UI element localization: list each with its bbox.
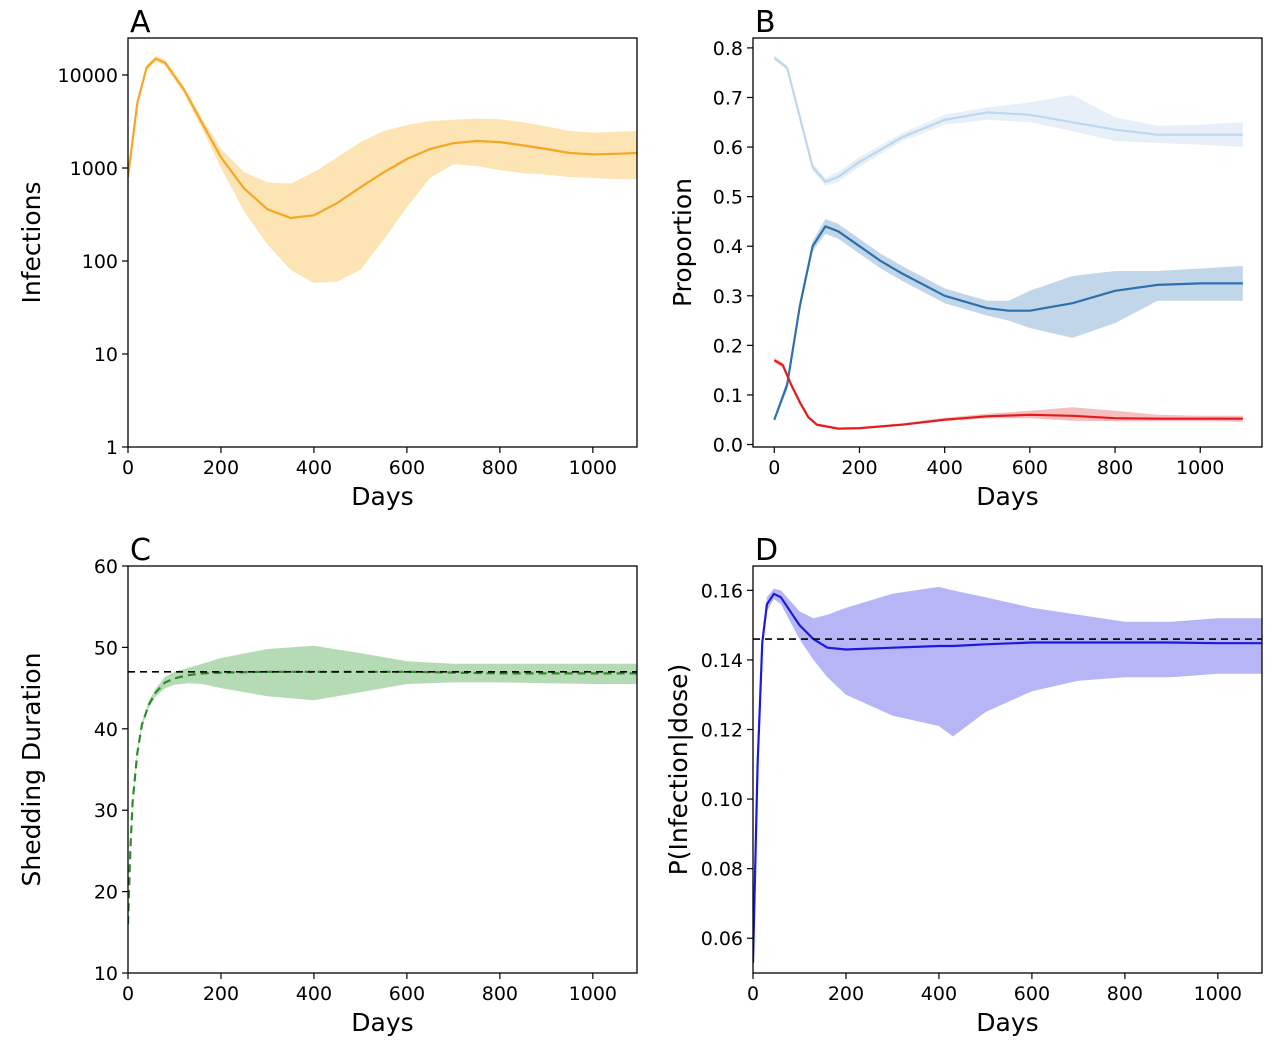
y-tick-label: 0.3 bbox=[713, 286, 743, 308]
x-tick-label: 400 bbox=[927, 457, 963, 479]
y-tick-label: 0.7 bbox=[713, 87, 743, 109]
plot-frame bbox=[127, 565, 638, 974]
y-axis-label: Proportion bbox=[668, 178, 697, 307]
y-tick-label: 0.08 bbox=[701, 859, 743, 881]
series-1-line bbox=[753, 592, 1262, 963]
x-tick-label: 200 bbox=[828, 983, 864, 1005]
y-tick-label: 0.1 bbox=[713, 385, 743, 407]
x-tick-label: 0 bbox=[747, 983, 759, 1005]
panel-letter: A bbox=[130, 5, 151, 40]
y-tick-label: 10 bbox=[94, 344, 118, 366]
y-tick-label: 0.8 bbox=[713, 38, 743, 60]
series-1-band bbox=[128, 56, 637, 283]
y-axis-label: Shedding Duration bbox=[17, 652, 46, 886]
x-tick-label: 600 bbox=[1014, 983, 1050, 1005]
y-tick-label: 1000 bbox=[70, 158, 118, 180]
x-tick-label: 600 bbox=[1012, 457, 1048, 479]
x-tick-label: 200 bbox=[203, 457, 239, 479]
x-tick-label: 800 bbox=[1097, 457, 1133, 479]
plot-frame bbox=[127, 37, 638, 448]
panel-d: 0 200 400 600 800 1000 0.06 0.08 0.10 0.12 0.14 0.1… bbox=[664, 533, 1263, 1037]
y-tick-label: 10 bbox=[94, 963, 118, 985]
x-tick-label: 0 bbox=[122, 983, 134, 1005]
panel-letter: D bbox=[755, 533, 778, 568]
y-tick-label: 100 bbox=[82, 251, 118, 273]
x-tick-label: 600 bbox=[389, 983, 425, 1005]
plot-frame bbox=[752, 565, 1263, 974]
x-tick-label: 800 bbox=[482, 457, 518, 479]
panel-c: 0 200 400 600 800 1000 10 20 30 40 50 60 Days Sheddin… bbox=[17, 533, 638, 1037]
y-tick-label: 0.06 bbox=[701, 928, 743, 950]
y-tick-label: 0.14 bbox=[701, 650, 743, 672]
series-1-line bbox=[128, 57, 637, 220]
series-2-band bbox=[774, 219, 1243, 423]
x-tick-label: 1000 bbox=[1176, 457, 1224, 479]
series-1-line bbox=[773, 56, 1243, 183]
x-tick-label: 1000 bbox=[1194, 983, 1242, 1005]
panel-b: 0 200 400 600 800 1000 0.0 0.1 0.2 0.3 0.4 0.5 0.6 0.… bbox=[668, 5, 1263, 511]
y-tick-label: 0.2 bbox=[713, 335, 743, 357]
x-tick-label: 400 bbox=[921, 983, 957, 1005]
x-axis-label: Days bbox=[351, 482, 413, 511]
plot-frame bbox=[752, 37, 1263, 448]
y-tick-label: 0.0 bbox=[713, 435, 743, 457]
x-tick-label: 600 bbox=[389, 457, 425, 479]
plot-area bbox=[128, 645, 637, 926]
x-axis-label: Days bbox=[351, 1008, 413, 1037]
y-tick-label: 20 bbox=[94, 882, 118, 904]
x-tick-label: 800 bbox=[482, 983, 518, 1005]
x-tick-label: 400 bbox=[296, 457, 332, 479]
y-axis-label: P(Infection|dose) bbox=[664, 664, 693, 876]
y-tick-label: 30 bbox=[94, 800, 118, 822]
y-tick-label: 40 bbox=[94, 719, 118, 741]
x-tick-label: 200 bbox=[841, 457, 877, 479]
panel-letter: B bbox=[755, 5, 776, 40]
y-tick-label: 10000 bbox=[58, 65, 118, 87]
x-tick-label: 0 bbox=[122, 457, 134, 479]
panel-letter: C bbox=[130, 533, 151, 568]
y-tick-label: 60 bbox=[94, 556, 118, 578]
plot-area bbox=[773, 55, 1243, 430]
y-tick-label: 0.5 bbox=[713, 187, 743, 209]
plot-area bbox=[753, 586, 1262, 966]
panel-a: 0 200 400 600 800 1000 1 10 100 1000 10000 Days Infe… bbox=[17, 5, 638, 511]
plot-area bbox=[128, 56, 637, 283]
y-tick-label: 50 bbox=[94, 637, 118, 659]
series-3-line bbox=[773, 359, 1243, 430]
y-tick-label: 0.4 bbox=[713, 236, 743, 258]
series-1-band bbox=[128, 645, 637, 926]
y-tick-label: 0.6 bbox=[713, 137, 743, 159]
x-tick-label: 400 bbox=[296, 983, 332, 1005]
x-axis-label: Days bbox=[976, 482, 1038, 511]
x-tick-label: 1000 bbox=[569, 457, 617, 479]
x-tick-label: 1000 bbox=[569, 983, 617, 1005]
x-axis-label: Days bbox=[976, 1008, 1038, 1037]
x-tick-label: 800 bbox=[1107, 983, 1143, 1005]
y-axis-label: Infections bbox=[17, 181, 46, 303]
series-2-line bbox=[773, 225, 1243, 421]
y-tick-label: 0.10 bbox=[701, 789, 743, 811]
series-1-band bbox=[774, 55, 1243, 186]
x-tick-label: 200 bbox=[203, 983, 239, 1005]
series-1-line bbox=[128, 670, 637, 925]
x-tick-label: 0 bbox=[768, 457, 780, 479]
series-1-band bbox=[753, 586, 1262, 966]
y-tick-label: 1 bbox=[106, 437, 118, 459]
y-tick-label: 0.12 bbox=[701, 719, 743, 741]
y-tick-label: 0.16 bbox=[701, 580, 743, 602]
